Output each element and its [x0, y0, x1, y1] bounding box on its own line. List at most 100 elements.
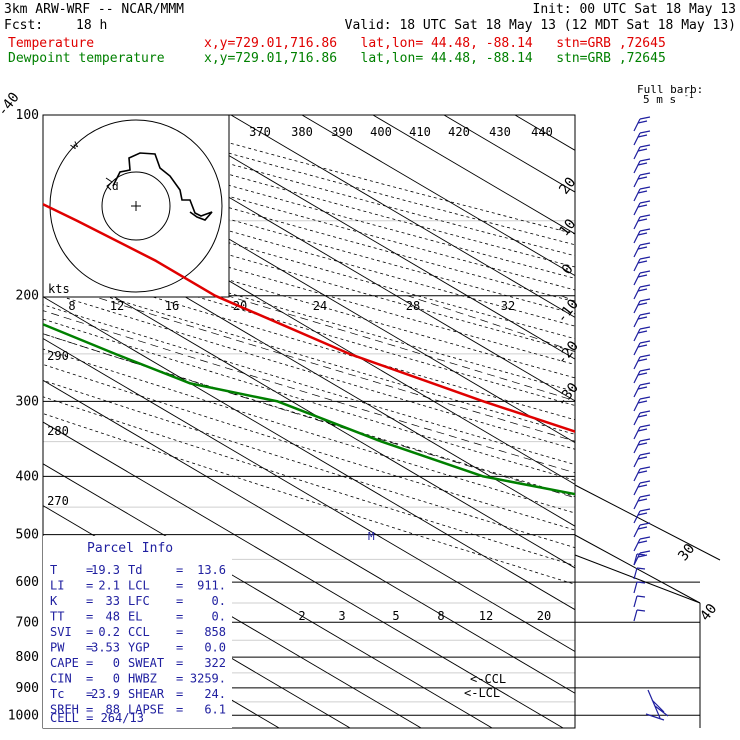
wind-barb [633, 116, 651, 132]
init-time: Init: 00 UTC Sat 18 May 13 [532, 2, 737, 17]
theta-label: 440 [531, 125, 553, 139]
mixing-ratio-label: 2 [298, 609, 305, 623]
wind-barb [633, 567, 646, 580]
parcel-value: 88 [106, 703, 120, 717]
dry-adiabat [43, 413, 575, 585]
isotherm [43, 421, 564, 728]
parcel-eq: = [86, 703, 93, 717]
theta-label: 390 [331, 125, 353, 139]
isotherm-label: -10 [554, 296, 582, 326]
parcel-value: 19.3 [91, 563, 120, 577]
isotherm [159, 115, 575, 360]
hodograph-units: kts [48, 282, 70, 296]
isotherm-label: 20 [556, 174, 579, 197]
isotherm [372, 115, 575, 235]
parcel-eq: = [86, 656, 93, 670]
theta-label: 430 [489, 125, 511, 139]
pressure-label-200: 200 [16, 289, 39, 304]
temperature-legend: Temperature [8, 36, 95, 51]
wind-barb [633, 326, 651, 342]
moist-adiabat [560, 295, 575, 302]
wind-barb [633, 494, 651, 510]
wind-barb [645, 689, 669, 721]
forecast-hour: 18 h [76, 18, 108, 33]
storm-motion-arrow [105, 177, 113, 191]
side-frame-line [574, 534, 701, 604]
parcel-key: SVI [50, 625, 72, 639]
parcel-eq: = [176, 687, 183, 701]
parcel-eq: = [176, 656, 183, 670]
wind-barb [633, 595, 646, 608]
parcel-value: 858 [204, 625, 226, 639]
parcel-key: LAPSE [128, 703, 164, 717]
hodograph-trace [112, 152, 213, 221]
parcel-value: 13.6 [197, 563, 226, 577]
hodograph-marker: d [112, 180, 119, 193]
parcel-info-title: Parcel Info [87, 541, 173, 556]
wind-barb [633, 382, 651, 398]
hodograph-speed-label: 32 [501, 299, 515, 313]
valid-time: Valid: 18 UTC Sat 18 May 13 (12 MDT Sat … [344, 18, 736, 33]
parcel-eq: = [86, 641, 93, 655]
dry-adiabat-label: 270 [47, 494, 69, 508]
parcel-value: 911. [197, 579, 226, 593]
dry-adiabat-label: 280 [47, 424, 69, 438]
parcel-value: 322 [204, 656, 226, 670]
parcel-eq: = [176, 641, 183, 655]
parcel-value: 0. [212, 594, 226, 608]
wind-barb [633, 242, 651, 258]
pressure-label-500: 500 [16, 528, 39, 543]
parcel-key: EL [128, 610, 142, 624]
theta-label: 410 [409, 125, 431, 139]
parcel-eq: = [176, 594, 183, 608]
hodograph-speed-label: 16 [165, 299, 179, 313]
parcel-key: LCL [128, 579, 150, 593]
parcel-eq: = [176, 610, 183, 624]
isotherm [43, 338, 575, 652]
wind-barb [633, 172, 651, 188]
pressure-label-900: 900 [16, 681, 39, 696]
side-frame-line [574, 554, 701, 604]
parcel-key: YGP [128, 641, 150, 655]
hodograph-speed-label: 8 [68, 299, 75, 313]
wind-barb [633, 256, 651, 272]
isotherm [443, 115, 575, 193]
parcel-key: SWEAT [128, 656, 164, 670]
parcel-value: 2.1 [98, 579, 120, 593]
parcel-eq: = [86, 579, 93, 593]
parcel-key: K [50, 594, 58, 608]
wind-barb [633, 130, 651, 146]
parcel-info-panel [43, 536, 232, 728]
parcel-key: PW [50, 641, 65, 655]
pressure-label-1000: 1000 [8, 708, 39, 723]
model-title: 3km ARW-WRF -- NCAR/MMM [4, 2, 185, 17]
parcel-key: SREH [50, 703, 79, 717]
isotherm [43, 296, 575, 611]
dry-adiabat [43, 318, 575, 481]
parcel-value: 48 [106, 610, 120, 624]
wind-barb [633, 200, 651, 216]
moist-adiabat [91, 295, 575, 442]
parcel-value: 3.53 [91, 641, 120, 655]
parcel-key: SHEAR [128, 687, 165, 701]
pressure-label-800: 800 [16, 650, 39, 665]
wind-barb [633, 368, 651, 384]
parcel-key: T [50, 563, 57, 577]
isotherm-label: 40 [697, 601, 720, 624]
hodograph-speed-label: 24 [313, 299, 327, 313]
wind-barb [633, 158, 651, 174]
parcel-cell: CELL = 264/13 [50, 711, 144, 725]
parcel-key: Td [128, 563, 142, 577]
wind-barb [633, 144, 651, 160]
parcel-key: LFC [128, 594, 150, 608]
parcel-key: TT [50, 610, 64, 624]
barb-legend-exponent: -1 [684, 91, 694, 100]
parcel-value: 33 [106, 594, 120, 608]
isotherm-label: 10 [556, 216, 579, 239]
plot-frame [42, 114, 576, 729]
mixing-ratio-label: 3 [338, 609, 345, 623]
isotherm [586, 115, 740, 728]
parcel-value: 6.1 [204, 703, 226, 717]
pressure-label-700: 700 [16, 615, 39, 630]
dry-adiabat [43, 348, 575, 514]
